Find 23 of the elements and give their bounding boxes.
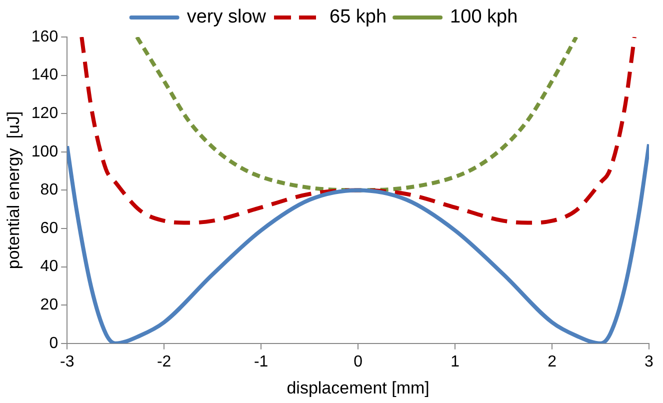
legend-label: 100 kph bbox=[450, 6, 518, 28]
x-tick-label: -2 bbox=[156, 353, 172, 370]
y-axis-title: potential energy [uJ] bbox=[4, 111, 23, 270]
x-tick-label: 0 bbox=[354, 353, 363, 370]
y-tick-label: 100 bbox=[31, 143, 58, 160]
legend-label: very slow bbox=[186, 6, 266, 28]
x-tick-label: 2 bbox=[548, 353, 557, 370]
y-tick-label: 160 bbox=[31, 28, 58, 46]
x-tick-label: -3 bbox=[60, 353, 74, 370]
y-tick-label: 60 bbox=[40, 220, 58, 237]
x-tick-label: 1 bbox=[450, 353, 460, 370]
y-tick-label: 0 bbox=[49, 334, 58, 352]
x-axis-title: displacement [mm] bbox=[286, 378, 430, 398]
y-tick-label: 20 bbox=[40, 296, 58, 314]
y-tick-label: 80 bbox=[40, 182, 58, 199]
x-tick-label: -1 bbox=[254, 353, 268, 370]
line-series bbox=[134, 37, 578, 192]
legend-label: 65 kph bbox=[330, 6, 387, 28]
y-tick-label: 140 bbox=[31, 66, 58, 84]
y-tick-label: 40 bbox=[40, 258, 58, 276]
y-tick-label: 120 bbox=[31, 105, 58, 122]
line-series bbox=[80, 37, 636, 225]
x-tick-label: 3 bbox=[644, 353, 654, 370]
